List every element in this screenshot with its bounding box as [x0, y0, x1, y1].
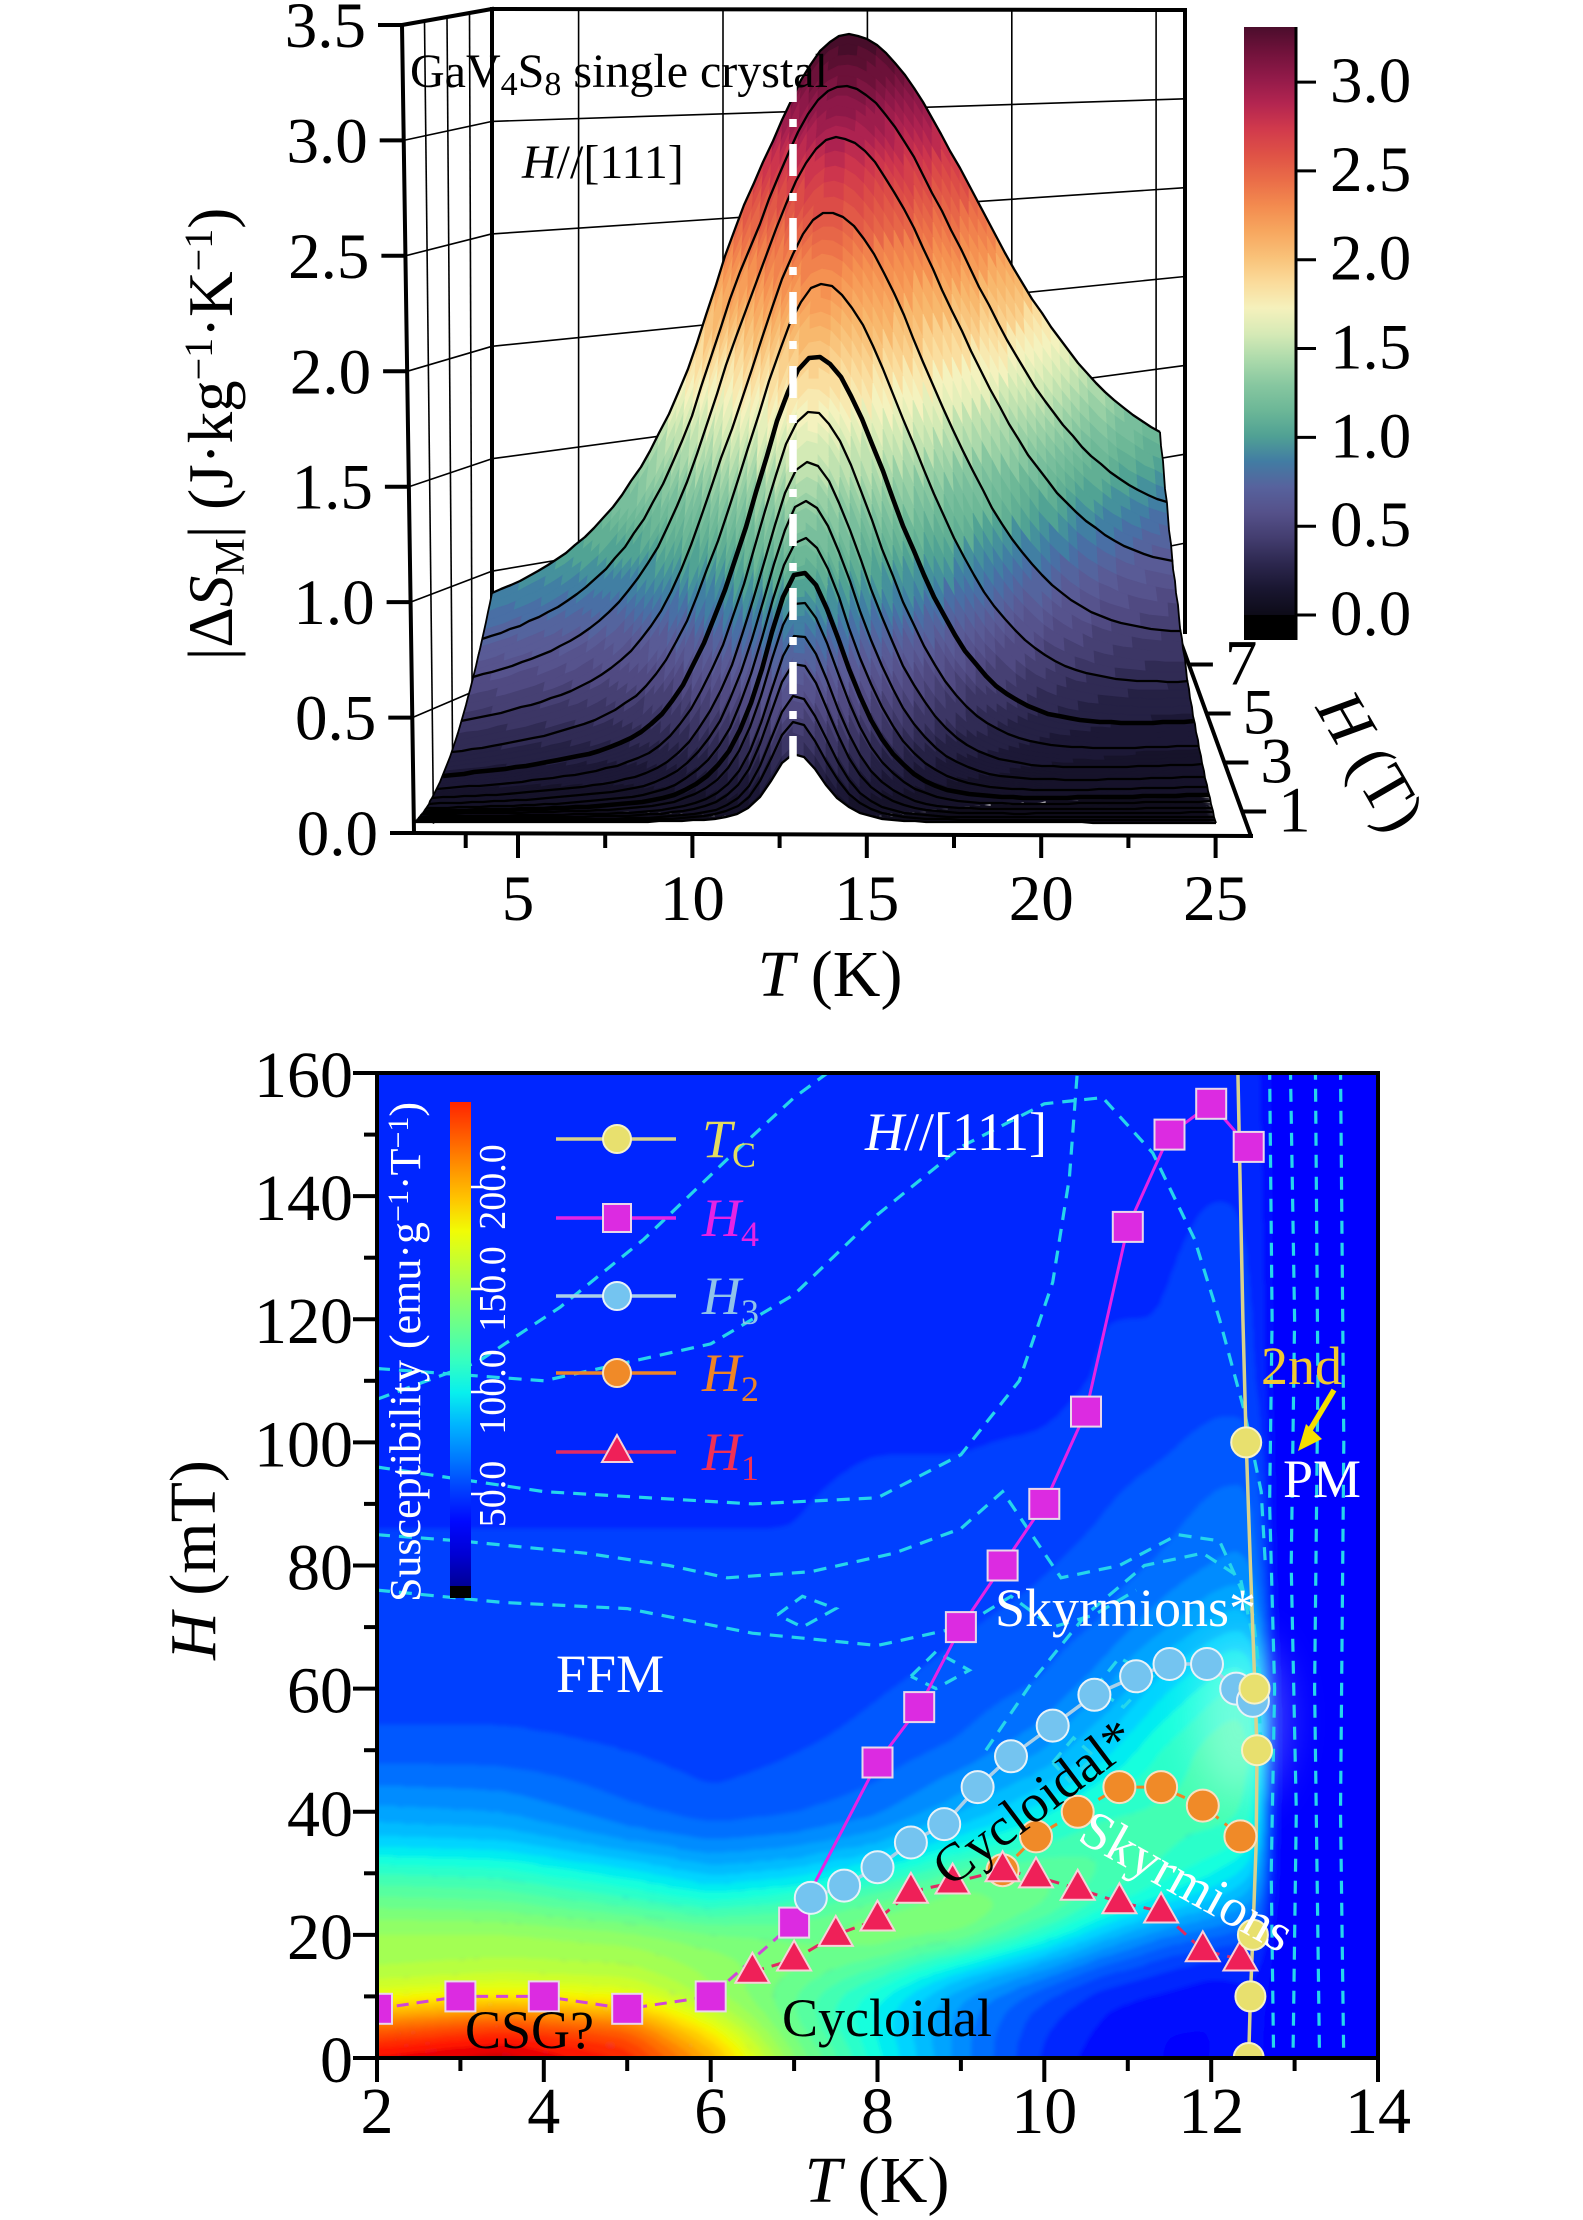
svg-text:H//[111]: H//[111]: [521, 136, 684, 189]
svg-text:14: 14: [1345, 2075, 1411, 2148]
svg-text:3.5: 3.5: [285, 0, 366, 62]
svg-text:4: 4: [527, 2075, 560, 2148]
svg-text:1.5: 1.5: [292, 452, 373, 524]
svg-text:25: 25: [1183, 863, 1248, 935]
svg-text:T (K): T (K): [758, 938, 903, 1011]
svg-text:100: 100: [254, 1408, 353, 1481]
svg-text:2.5: 2.5: [288, 221, 369, 293]
svg-text:5: 5: [1243, 677, 1276, 749]
svg-text:1.0: 1.0: [1330, 400, 1411, 472]
svg-text:FFM: FFM: [556, 1644, 664, 1704]
svg-text:12: 12: [1178, 2075, 1244, 2148]
svg-text:6: 6: [694, 2075, 727, 2148]
svg-text:0.5: 0.5: [1330, 489, 1411, 561]
svg-text:10: 10: [1011, 2075, 1077, 2148]
svg-text:2.5: 2.5: [1330, 134, 1411, 206]
svg-text:2.0: 2.0: [1330, 223, 1411, 295]
svg-text:2nd: 2nd: [1261, 1336, 1342, 1396]
svg-text:1.0: 1.0: [293, 567, 374, 639]
svg-text:140: 140: [254, 1162, 353, 1235]
svg-text:Cycloidal: Cycloidal: [782, 1988, 992, 2048]
svg-text:0.0: 0.0: [1330, 578, 1411, 650]
svg-text:3.0: 3.0: [286, 105, 367, 177]
svg-text:PM: PM: [1283, 1449, 1361, 1509]
svg-text:160: 160: [254, 1039, 353, 1112]
svg-text:3: 3: [1260, 726, 1293, 798]
svg-text:H//[111]: H//[111]: [864, 1102, 1047, 1162]
svg-text:CSG?: CSG?: [465, 2000, 594, 2060]
svg-text:20: 20: [1009, 863, 1074, 935]
svg-text:TC: TC: [702, 1109, 756, 1175]
svg-text:20: 20: [287, 1901, 353, 1974]
svg-text:0: 0: [320, 2024, 353, 2097]
svg-text:T (K): T (K): [805, 2144, 950, 2217]
svg-text:H3: H3: [701, 1266, 759, 1332]
svg-text:0.0: 0.0: [297, 798, 378, 870]
svg-text:5: 5: [502, 863, 535, 935]
svg-text:10: 10: [660, 863, 725, 935]
svg-text:8: 8: [861, 2075, 894, 2148]
svg-text:H1: H1: [701, 1422, 759, 1488]
svg-text:1: 1: [1278, 775, 1311, 847]
svg-text:H (mT): H (mT): [157, 1460, 230, 1661]
svg-text:2.0: 2.0: [290, 336, 371, 408]
svg-text:1.5: 1.5: [1330, 312, 1411, 384]
svg-text:|ΔSM| (J·kg−1·K−1): |ΔSM| (J·kg−1·K−1): [176, 208, 254, 660]
svg-text:Susceptibility (emu·g−1·T−1): Susceptibility (emu·g−1·T−1): [381, 1102, 430, 1602]
svg-text:40: 40: [287, 1778, 353, 1851]
svg-text:0.5: 0.5: [295, 683, 376, 755]
svg-text:3.0: 3.0: [1330, 45, 1411, 117]
svg-text:15: 15: [834, 863, 899, 935]
svg-text:H4: H4: [701, 1188, 759, 1254]
svg-text:120: 120: [254, 1285, 353, 1358]
svg-text:80: 80: [287, 1532, 353, 1605]
svg-text:GaV4S8 single crystal: GaV4S8 single crystal: [410, 45, 828, 103]
svg-text:Skyrmions*: Skyrmions*: [995, 1578, 1256, 1638]
svg-text:2: 2: [361, 2075, 394, 2148]
svg-text:60: 60: [287, 1655, 353, 1728]
svg-text:H2: H2: [701, 1343, 759, 1409]
